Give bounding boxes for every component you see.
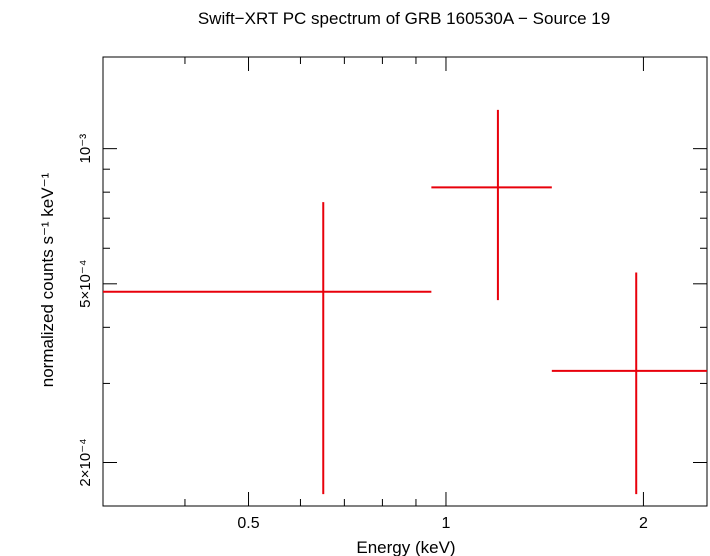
data-point [551, 272, 707, 495]
chart-title: Swift−XRT PC spectrum of GRB 160530A − S… [198, 9, 610, 28]
data-point [103, 202, 432, 495]
axis-tick-labels: 0.5 1 2 2×10⁻⁴ 5×10⁻⁴ 10⁻³ [77, 134, 648, 532]
y-tick-label: 5×10⁻⁴ [77, 260, 94, 308]
x-tick-label: 2 [639, 515, 648, 532]
x-tick-label: 0.5 [237, 515, 259, 532]
axis-ticks [102, 57, 707, 506]
y-axis-label: normalized counts s⁻¹ keV⁻¹ [38, 172, 57, 387]
y-tick-label: 2×10⁻⁴ [77, 438, 94, 486]
x-axis-label: Energy (keV) [356, 538, 455, 556]
plot-frame [102, 56, 708, 507]
y-tick-label: 10⁻³ [77, 134, 94, 164]
data-points [103, 109, 707, 495]
data-point [431, 109, 552, 301]
x-tick-label: 1 [442, 515, 451, 532]
